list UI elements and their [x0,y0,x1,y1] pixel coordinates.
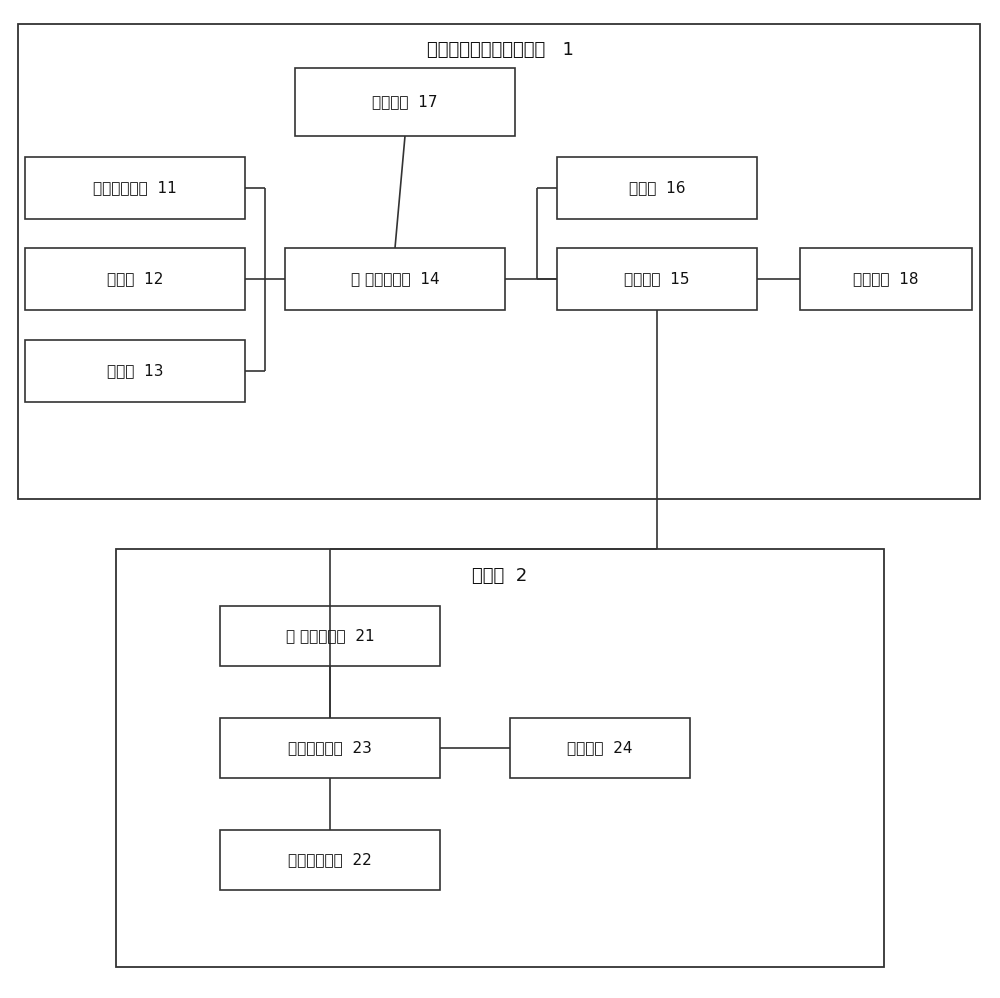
Bar [25,340,245,402]
Bar [557,157,757,219]
Bar [220,830,440,890]
Bar [220,718,440,778]
Text: 运动感应组件  11: 运动感应组件 11 [93,181,177,196]
Bar [285,248,505,310]
Text: 显示屏  16: 显示屏 16 [629,181,685,196]
Bar [220,606,440,666]
Text: 定位模块  17: 定位模块 17 [372,95,438,110]
Text: 脉搏仪  12: 脉搏仪 12 [107,271,163,286]
Text: 电控锁体  24: 电控锁体 24 [567,741,633,755]
Text: 接收设备  18: 接收设备 18 [853,271,919,286]
Bar [800,248,972,310]
Bar [295,68,515,136]
Text: 第 一主控模块  14: 第 一主控模块 14 [351,271,439,286]
Text: 第二开锁模块  22: 第二开锁模块 22 [288,852,372,867]
Text: 通讯模块  15: 通讯模块 15 [624,271,690,286]
Bar [116,549,884,967]
Bar [510,718,690,778]
Bar [25,248,245,310]
Text: 电子锁  2: 电子锁 2 [472,567,528,585]
Text: 血压仪  13: 血压仪 13 [107,363,163,378]
Text: 第二主控模块  23: 第二主控模块 23 [288,741,372,755]
Bar [25,157,245,219]
Bar [557,248,757,310]
Text: 老年人救援用可穿戴设备   1: 老年人救援用可穿戴设备 1 [427,41,573,59]
Text: 第 一开锁模块  21: 第 一开锁模块 21 [286,629,374,644]
Bar [18,24,980,499]
